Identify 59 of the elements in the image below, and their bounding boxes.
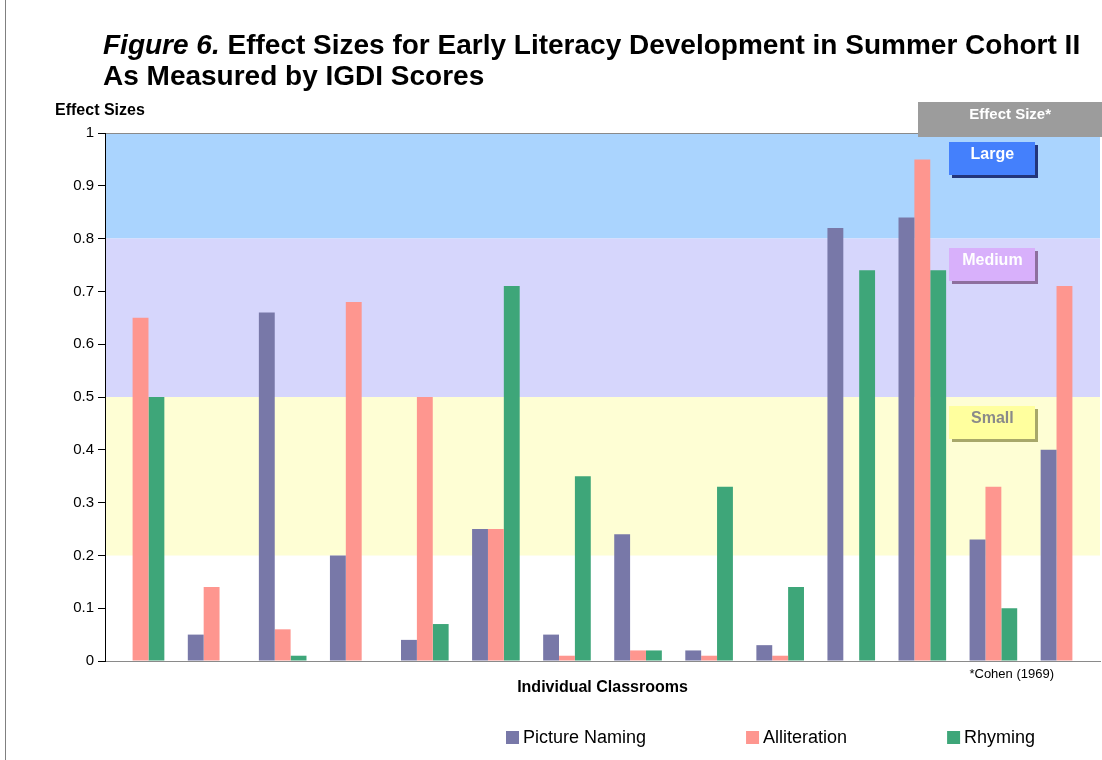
bar	[914, 159, 931, 661]
y-tick-label: 0.6	[73, 334, 94, 352]
y-tick-label: 0.2	[73, 545, 94, 563]
bar	[985, 486, 1002, 661]
bar	[1001, 608, 1018, 661]
y-tick-label: 0.8	[73, 228, 94, 246]
bar	[717, 486, 733, 661]
bar	[898, 217, 915, 661]
bar	[148, 397, 165, 661]
legend-label: Alliteration	[763, 726, 848, 747]
bar	[203, 587, 220, 661]
bar	[432, 624, 449, 661]
bar	[258, 312, 275, 661]
heading-box: Effect Size*	[918, 102, 1102, 137]
bar	[290, 655, 307, 661]
bar	[559, 655, 575, 661]
text: *Cohen (1969)	[969, 665, 1054, 681]
bar	[416, 397, 433, 661]
chart-title: Figure 6. Effect Sizes for Early Literacy Development in Summer Cohort II As Measured by IGDI Scores	[103, 29, 1082, 91]
bar	[401, 639, 417, 661]
y-tick-label: 0	[85, 651, 94, 669]
bar	[187, 634, 204, 661]
bar	[503, 286, 520, 661]
label-box: Small	[949, 406, 1036, 439]
y-tick-label: 0.3	[73, 492, 94, 510]
x-axis-title: Individual Classrooms	[517, 677, 688, 695]
y-tick-label: 0.9	[73, 175, 94, 193]
bar	[614, 534, 631, 661]
legend-label: Picture Naming	[523, 726, 647, 747]
y-tick-label: 0.4	[73, 439, 94, 457]
y-tick-label: 0.1	[73, 598, 94, 616]
label-box: Large	[949, 142, 1036, 175]
bar	[756, 645, 773, 661]
bar	[574, 476, 591, 661]
label-box: Medium	[949, 247, 1036, 281]
y-tick-label: 0.5	[73, 387, 94, 405]
bar	[1040, 449, 1057, 661]
bar	[772, 655, 789, 661]
bar	[701, 655, 718, 661]
y-axis-title: Effect Sizes	[55, 101, 145, 119]
bar	[859, 270, 876, 661]
bar	[274, 629, 291, 661]
bar	[788, 587, 804, 661]
y-tick-label: 1	[85, 123, 94, 141]
bar	[472, 529, 488, 661]
bar	[969, 539, 986, 661]
bar	[487, 529, 504, 661]
bar	[685, 650, 702, 661]
bar	[930, 270, 947, 661]
bar	[645, 650, 662, 661]
bar	[329, 555, 346, 661]
y-tick-label: 0.7	[73, 281, 94, 299]
bar	[827, 228, 844, 661]
bar	[543, 634, 560, 661]
bar	[1056, 286, 1073, 661]
bar	[630, 650, 646, 661]
bar	[132, 317, 149, 661]
legend-label: Rhyming	[964, 726, 1036, 747]
bar	[345, 301, 362, 661]
